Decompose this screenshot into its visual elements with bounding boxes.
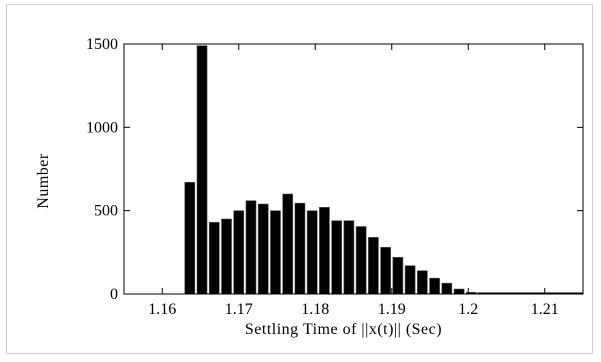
- y-tick-label-3: 1500: [86, 36, 118, 53]
- y-tick-label-0: 0: [110, 286, 118, 303]
- bars-group: [184, 45, 583, 295]
- bar-3: [221, 218, 232, 295]
- x-tick-label-1: 1.17: [225, 301, 253, 318]
- bar-18: [404, 265, 416, 295]
- bar-16: [380, 247, 391, 295]
- ticks-group: [124, 43, 583, 295]
- x-tick-label-5: 1.21: [531, 301, 559, 318]
- bar-8: [282, 193, 294, 295]
- bar-0: [184, 182, 196, 295]
- x-tick-label-3: 1.19: [378, 301, 406, 318]
- bar-17: [392, 257, 404, 295]
- bar-15: [368, 237, 379, 295]
- y-tick-label-1: 500: [94, 203, 118, 220]
- bar-14: [355, 226, 367, 295]
- y-axis-label: Number: [35, 153, 52, 209]
- bar-22: [453, 288, 465, 295]
- bar-13: [343, 220, 355, 295]
- chart-frame: [6, 4, 593, 354]
- x-tick-label-0: 1.16: [148, 301, 176, 318]
- bar-4: [233, 210, 245, 295]
- bar-2: [208, 222, 220, 295]
- bar-21: [441, 282, 453, 295]
- tick-labels-group: 1.16 1.17 1.18 1.19 1.2 1.21 0 500 1000 1500: [86, 36, 559, 318]
- bar-1: [196, 45, 208, 295]
- bar-20: [429, 277, 440, 295]
- bar-11: [319, 207, 330, 295]
- bar-10: [306, 210, 318, 295]
- bar-19: [417, 270, 428, 295]
- plot-area-border: [123, 43, 584, 295]
- bar-12: [331, 220, 342, 295]
- y-tick-label-2: 1000: [86, 119, 118, 136]
- bar-5: [245, 200, 257, 295]
- bar-9: [294, 202, 306, 295]
- bar-6: [257, 203, 269, 295]
- x-axis-label: Settling Time of ||x(t)|| (Sec): [245, 321, 442, 338]
- x-tick-label-4: 1.2: [458, 301, 478, 318]
- x-tick-label-2: 1.18: [301, 301, 329, 318]
- bar-7: [270, 210, 281, 295]
